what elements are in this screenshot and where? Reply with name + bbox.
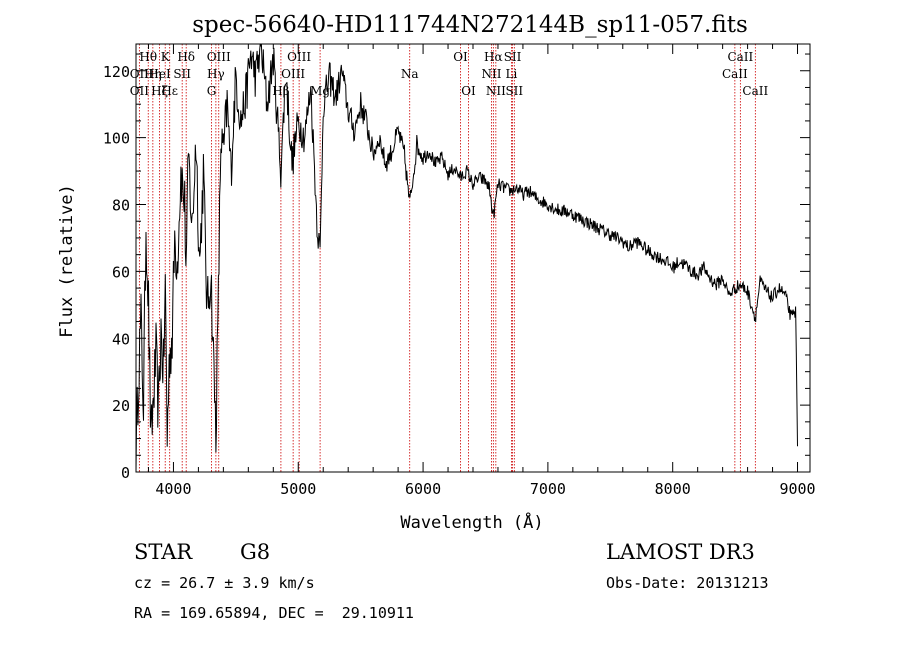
- ref-line-label: OI: [453, 50, 468, 64]
- y-tick-label: 80: [112, 197, 130, 215]
- x-axis-ticks: 4000 5000 6000 7000 8000 9000: [147, 44, 816, 498]
- ref-line-label: Hγ: [207, 67, 225, 81]
- y-axis-label: Flux (relative): [57, 184, 77, 338]
- y-tick-label: 40: [112, 330, 130, 348]
- object-class: STAR: [134, 540, 193, 564]
- ref-line-label: OIII: [287, 50, 311, 64]
- chart-title: spec-56640-HD111744N272144B_sp11-057.fit…: [192, 12, 748, 38]
- x-tick-label: 5000: [280, 480, 316, 498]
- ref-line-label: CaII: [722, 67, 748, 81]
- redshift-velocity: cz = 26.7 ± 3.9 km/s: [134, 574, 315, 592]
- x-tick-label: 4000: [155, 480, 191, 498]
- ref-line-label: Hη: [144, 67, 162, 81]
- x-axis-label: Wavelength (Å): [400, 511, 543, 533]
- ref-line-label: CaII: [727, 50, 753, 64]
- y-tick-label: 0: [121, 464, 130, 482]
- ref-line-label: Hδ: [177, 50, 195, 64]
- ref-line-label: Li: [506, 67, 518, 81]
- y-tick-label: 60: [112, 263, 130, 281]
- survey-name: LAMOST DR3: [606, 540, 755, 564]
- ref-line-label: Hθ: [139, 50, 157, 64]
- ref-line-label: Hα: [484, 50, 503, 64]
- ref-line-label: Hζ: [151, 84, 168, 98]
- ref-line-label: NII: [481, 67, 501, 81]
- reference-lines: [138, 44, 756, 472]
- ra-dec-coordinates: RA = 169.65894, DEC = 29.10911: [134, 604, 414, 622]
- spectrum-line: [135, 43, 798, 473]
- ref-line-label: OIII: [281, 67, 305, 81]
- observation-date: Obs-Date: 20131213: [606, 574, 769, 592]
- ref-line-label: SII: [504, 50, 522, 64]
- ref-line-label: Hβ: [272, 84, 289, 98]
- y-tick-label: 120: [103, 63, 130, 81]
- y-tick-label: 100: [103, 130, 130, 148]
- object-subclass: G8: [240, 540, 271, 564]
- ref-line-label: G: [207, 84, 217, 98]
- ref-line-label: SII: [173, 67, 191, 81]
- x-tick-label: 7000: [530, 480, 566, 498]
- ref-line-label: OI: [461, 84, 476, 98]
- ref-line-label: SII: [505, 84, 523, 98]
- ref-line-label: OII: [130, 84, 150, 98]
- x-tick-label: 9000: [779, 480, 815, 498]
- ref-line-label: Hε: [161, 84, 178, 98]
- ref-line-label: K: [161, 50, 171, 64]
- ref-line-label: Na: [401, 67, 419, 81]
- y-tick-label: 20: [112, 397, 130, 415]
- ref-line-label: CaII: [742, 84, 768, 98]
- ref-line-label: HeI: [148, 67, 171, 81]
- ref-line-label: OIII: [207, 50, 231, 64]
- x-tick-label: 6000: [405, 480, 441, 498]
- x-tick-label: 8000: [655, 480, 691, 498]
- ref-line-label: NII: [486, 84, 506, 98]
- y-axis-ticks: 0 20 40 60 80 100 120: [103, 53, 810, 482]
